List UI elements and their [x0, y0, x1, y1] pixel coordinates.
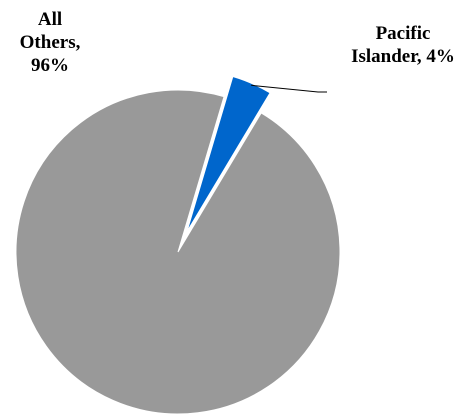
data-label-pacific-islander-line-2: Islander, 4% [351, 46, 455, 67]
data-label-pacific-islander-line-1: Pacific [375, 23, 431, 44]
data-label-all-others-line-3: 96% [31, 55, 69, 76]
data-label-all-others-line-1: All [37, 9, 63, 30]
data-label-pacific-islander: Pacific Islander, 4% [328, 22, 471, 68]
pie-slice-pacific-islander [186, 75, 271, 233]
data-label-all-others: All Others, 96% [0, 8, 100, 77]
data-label-all-others-line-2: Others, [19, 32, 81, 53]
pie-slice-all-others [15, 89, 341, 415]
leader-line-pacific-islander [251, 84, 327, 93]
